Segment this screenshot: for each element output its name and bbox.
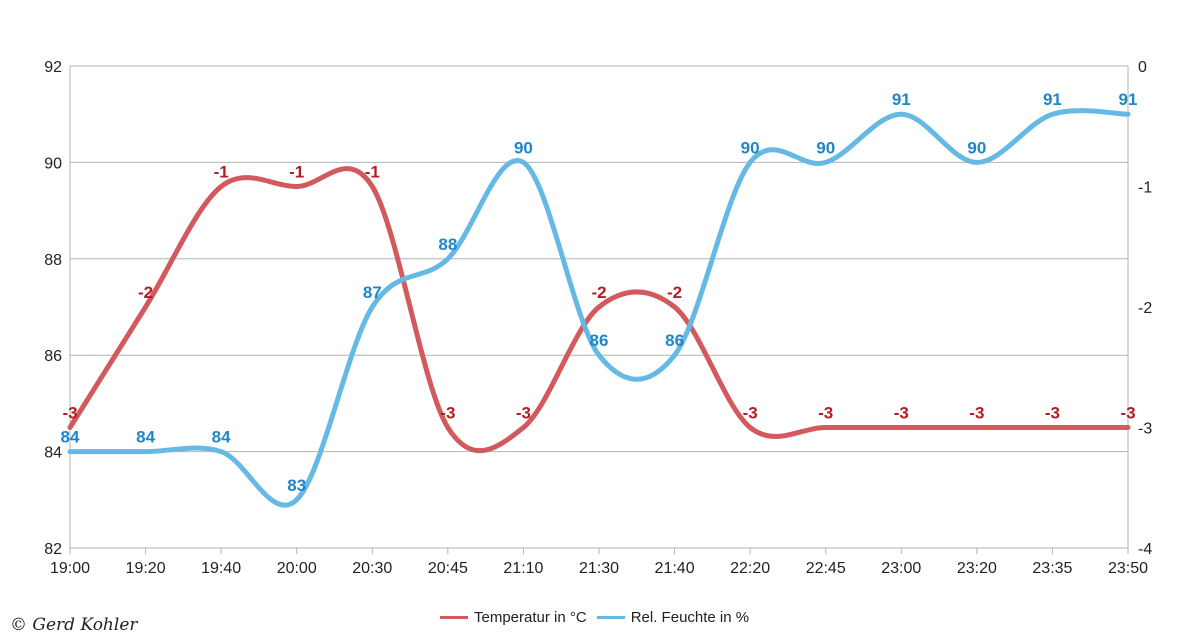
legend: Temperatur in °C Rel. Feuchte in %: [440, 609, 759, 626]
left-tick-label: 86: [44, 348, 62, 365]
right-axis-ticks: -4 -3 -2 -1 0: [1138, 59, 1152, 558]
humidity-data-label: 83: [287, 476, 306, 495]
x-tick-label: 21:10: [503, 560, 543, 577]
humidity-data-label: 90: [514, 138, 533, 157]
temperature-data-label: -3: [818, 404, 833, 423]
x-tick-label: 22:20: [730, 560, 770, 577]
copyright-notice: © Gerd Kohler: [10, 615, 138, 635]
left-axis-ticks: 82 84 86 88 90 92: [44, 59, 62, 558]
humidity-data-label: 90: [967, 138, 986, 157]
temperature-data-label: -1: [214, 163, 229, 182]
humidity-data-label: 84: [136, 428, 155, 447]
humidity-data-label: 86: [665, 331, 684, 350]
humidity-data-label: 86: [590, 331, 609, 350]
x-tick-label: 19:40: [201, 560, 241, 577]
temperature-data-label: -3: [1120, 404, 1135, 423]
humidity-line: [67, 108, 1131, 508]
x-tick-label: 22:45: [806, 560, 846, 577]
x-tick-label: 19:20: [126, 560, 166, 577]
temperature-data-label: -2: [667, 283, 682, 302]
humidity-data-label: 88: [438, 235, 457, 254]
temperature-data-label: -3: [1045, 404, 1060, 423]
legend-item-temperature: Temperatur in °C: [440, 609, 587, 626]
temperature-data-label: -3: [969, 404, 984, 423]
humidity-data-label: 87: [363, 283, 382, 302]
data-labels: -3 -2 -1 -1 -1 -3 -3 -2 -2 -3 -3 -3 -3 -3 -3 84 84 84 83 87…: [61, 90, 1138, 495]
line-chart: 82 84 86 88 90 92 -4 -3 -2 -1 0 19:00 19:20 19:40 20…: [44, 59, 1152, 577]
temperature-data-label: -1: [365, 163, 380, 182]
left-tick-label: 88: [44, 252, 62, 269]
x-tick-label: 20:00: [277, 560, 317, 577]
right-tick-label: -4: [1138, 541, 1152, 558]
humidity-data-label: 90: [741, 138, 760, 157]
right-tick-label: 0: [1138, 59, 1147, 76]
x-tick-label: 23:20: [957, 560, 997, 577]
x-tick-label: 20:45: [428, 560, 468, 577]
right-tick-label: -2: [1138, 300, 1152, 317]
temperature-line: [67, 166, 1131, 454]
humidity-data-label: 91: [1119, 90, 1138, 109]
x-tick-label: 23:00: [881, 560, 921, 577]
left-tick-label: 84: [44, 445, 62, 462]
x-tick-label: 21:40: [655, 560, 695, 577]
temperature-data-label: -1: [289, 163, 304, 182]
humidity-data-label: 84: [61, 428, 80, 447]
temperature-data-label: -3: [516, 404, 531, 423]
temperature-data-label: -2: [138, 283, 153, 302]
humidity-data-label: 84: [212, 428, 231, 447]
humidity-data-label: 91: [1043, 90, 1062, 109]
legend-label-humidity: Rel. Feuchte in %: [630, 609, 750, 626]
right-tick-label: -1: [1138, 180, 1152, 197]
left-tick-label: 92: [44, 59, 62, 76]
legend-swatch-temperature: [440, 616, 468, 619]
x-tick-label: 19:00: [50, 560, 90, 577]
left-tick-label: 82: [44, 541, 62, 558]
temperature-data-label: -2: [591, 283, 606, 302]
x-tick-label: 21:30: [579, 560, 619, 577]
left-tick-label: 90: [44, 155, 62, 172]
humidity-data-label: 91: [892, 90, 911, 109]
legend-swatch-humidity: [596, 616, 625, 619]
x-tick-label: 23:35: [1032, 560, 1072, 577]
temperature-data-label: -3: [894, 404, 909, 423]
axes: [69, 66, 1129, 554]
x-tick-label: 20:30: [352, 560, 392, 577]
legend-item-humidity: Rel. Feuchte in %: [596, 609, 750, 626]
humidity-data-label: 90: [816, 138, 835, 157]
temperature-data-label: -3: [743, 404, 758, 423]
series-lines: [67, 108, 1131, 508]
x-tick-label: 23:50: [1108, 560, 1148, 577]
right-tick-label: -3: [1138, 421, 1152, 438]
x-axis-ticks: 19:00 19:20 19:40 20:00 20:30 20:45 21:10 21:30…: [50, 560, 1148, 577]
temperature-data-label: -3: [62, 404, 77, 423]
legend-label-temperature: Temperatur in °C: [474, 609, 587, 626]
temperature-data-label: -3: [440, 404, 455, 423]
